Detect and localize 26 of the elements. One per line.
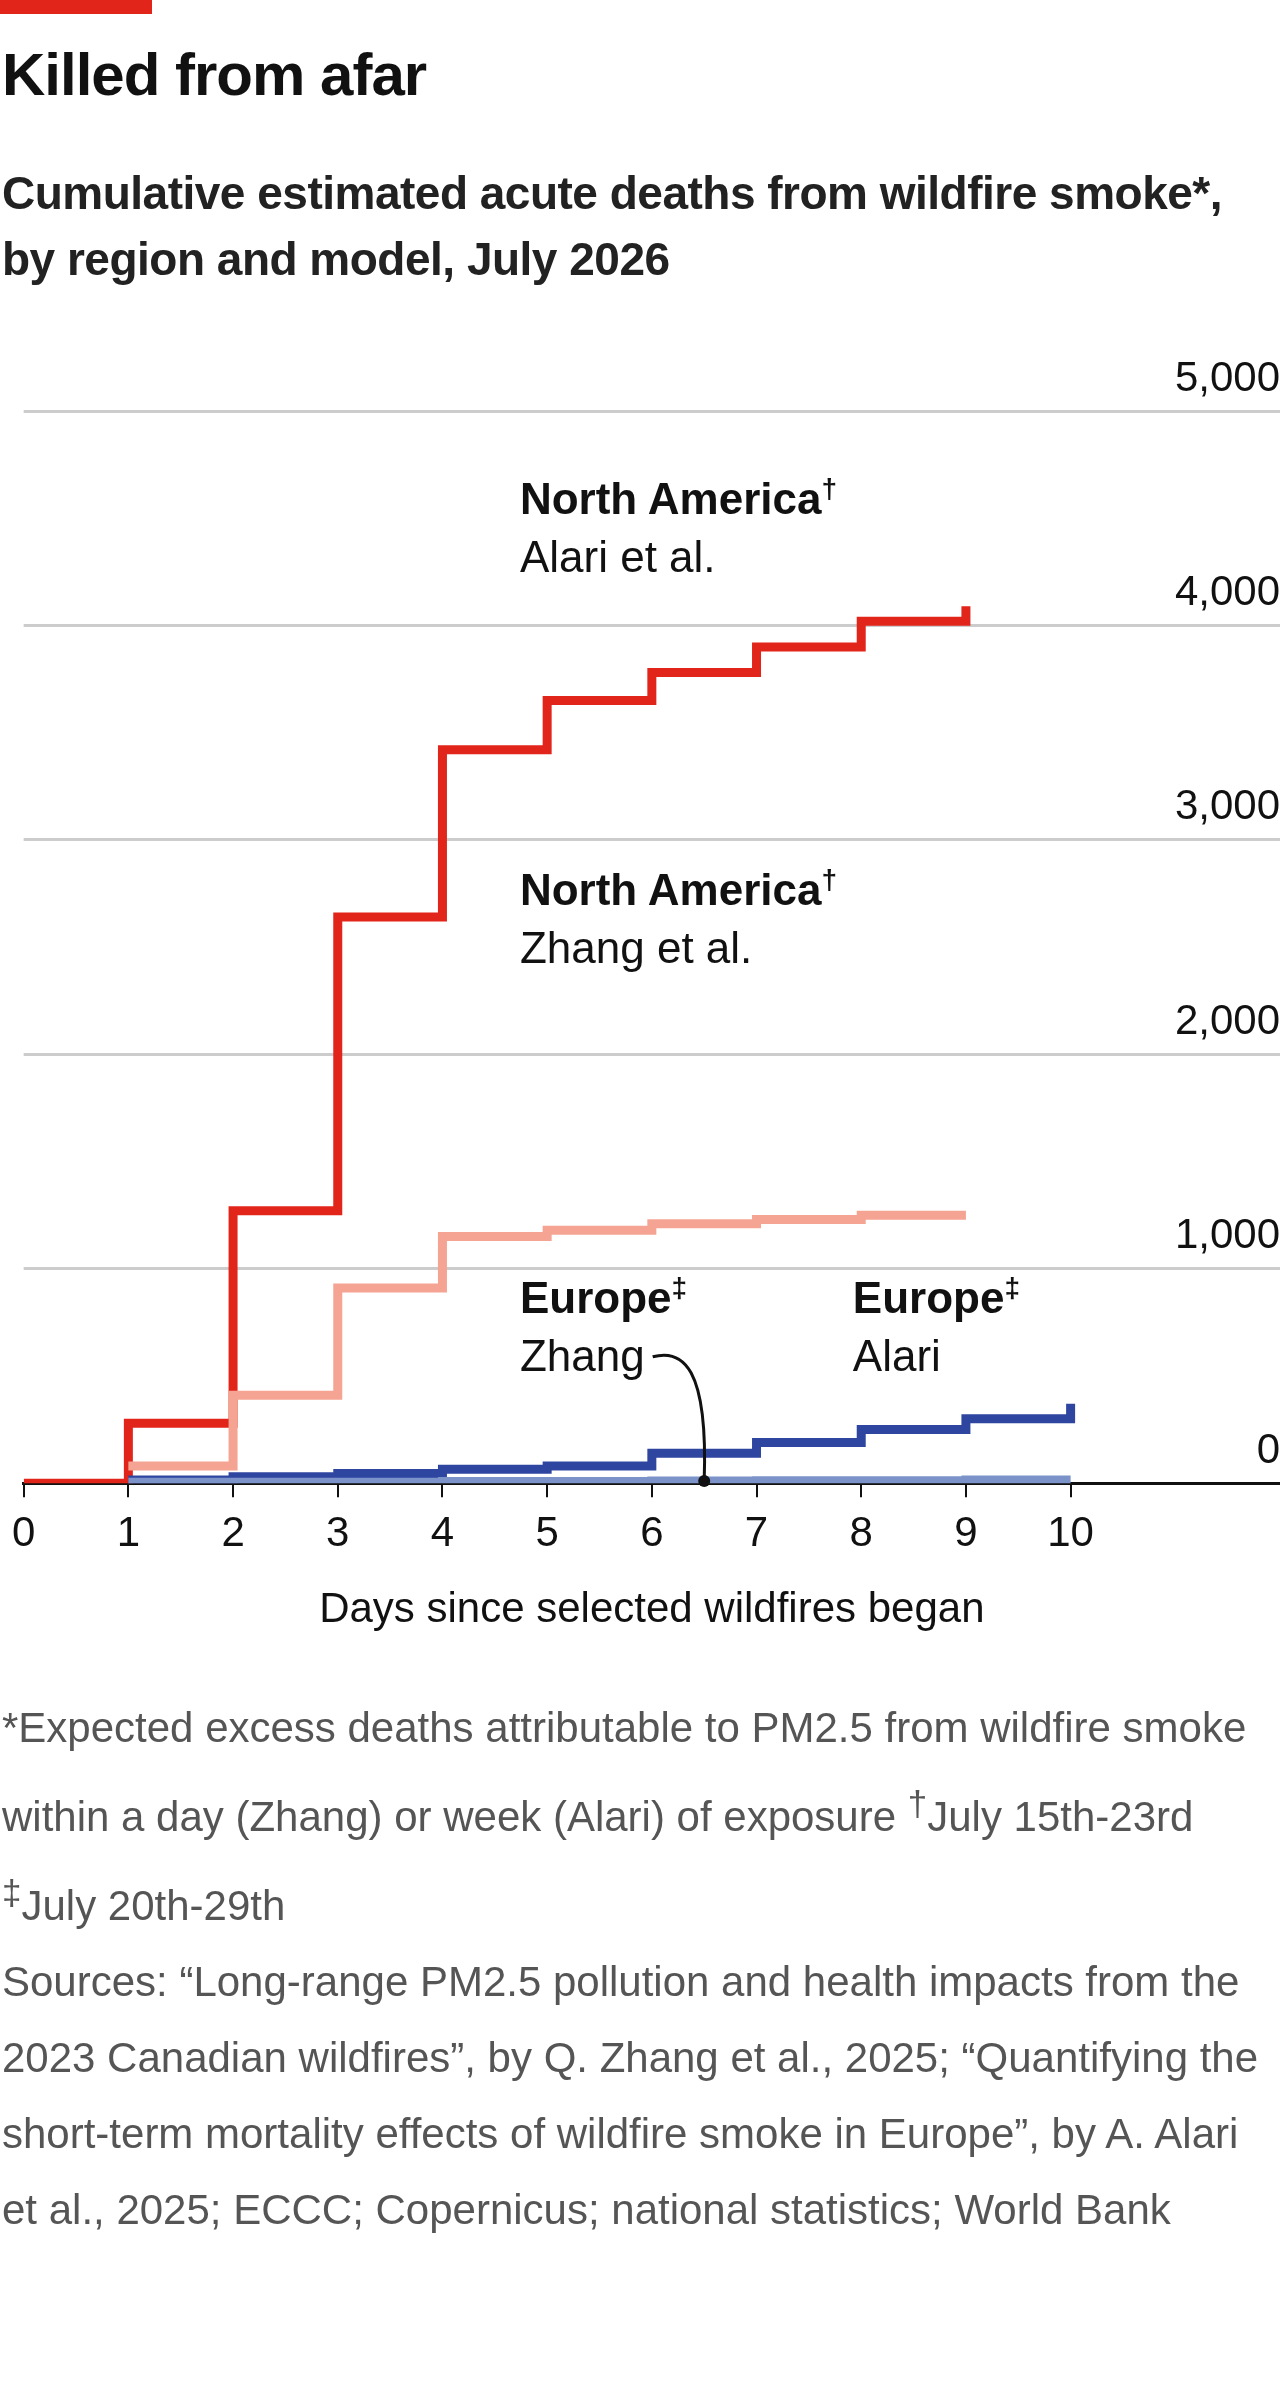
chart-subtitle: Cumulative estimated acute deaths from wildfire smoke*, by region and model, July 2026 bbox=[2, 166, 1223, 287]
x-tick-label: 1 bbox=[116, 1507, 141, 1555]
chart-title: Killed from afar bbox=[2, 40, 427, 109]
x-tick-label: 8 bbox=[849, 1507, 873, 1555]
x-axis-title: Days since selected wildfires began bbox=[319, 1584, 985, 1632]
x-tick-label: 0 bbox=[12, 1507, 36, 1555]
x-tick-label: 9 bbox=[954, 1507, 978, 1555]
x-tick-label: 5 bbox=[535, 1507, 559, 1555]
text: Europe$^{‡}$ Zhang bbox=[519, 1272, 688, 1380]
x-tick-label: 10 bbox=[1047, 1507, 1094, 1555]
text: North America$^{†}$ Zhang et al. bbox=[519, 864, 838, 973]
y-tick-label: 3,000 bbox=[1174, 781, 1280, 829]
y-tick-label: 1,000 bbox=[1174, 1210, 1280, 1258]
y-tick-label: 4,000 bbox=[1174, 567, 1280, 615]
text: North America$^{†}$ Alari et al. bbox=[519, 473, 838, 581]
source-note: Sources: “Long-range PM2.5 pollution and health impacts from the 2023 Canadian wildfires”, by Q. Zhang et al., 2025; “Quantifying the short-term mortality effects of wildfire smoke in Europe”, by A. Alari et al., 2025; ECCC; Copernicus; national statistics; World Bank bbox=[2, 1957, 1260, 2235]
y-tick-label: 5,000 bbox=[1174, 352, 1280, 400]
x-tick-label: 4 bbox=[430, 1507, 455, 1555]
text: *Expected excess deaths attributable to PM2.5 from wildfire smoke within a day (Zhang) or week (Alari) of exposure $^{†}$July 15th-23rd $^{‡}$July 20th-29th bbox=[2, 1704, 1247, 1929]
text: Europe$^{‡}$ Alari bbox=[852, 1272, 1020, 1380]
y-tick-label: 2,000 bbox=[1174, 995, 1280, 1043]
x-tick-label: 6 bbox=[640, 1507, 664, 1555]
y-tick-label: 0 bbox=[1256, 1424, 1280, 1472]
x-tick-label: 2 bbox=[221, 1507, 245, 1555]
x-tick-label: 7 bbox=[744, 1507, 769, 1555]
x-tick-label: 3 bbox=[326, 1507, 350, 1555]
